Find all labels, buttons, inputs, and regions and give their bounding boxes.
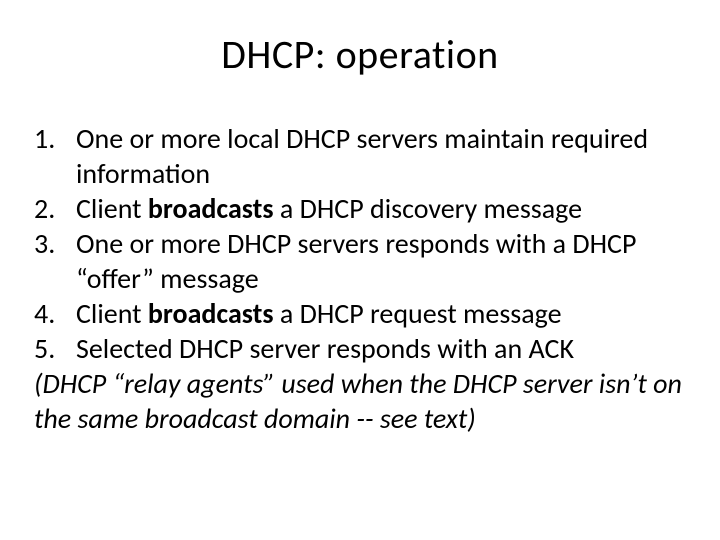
text-post: a DHCP request message: [274, 296, 562, 331]
list-number: 5.: [34, 331, 72, 366]
slide-title: DHCP: operation: [30, 30, 690, 79]
list-item: 1. One or more local DHCP servers mainta…: [34, 121, 690, 191]
list-item: 5. Selected DHCP server responds with an…: [34, 331, 690, 366]
footnote: (DHCP “relay agents” used when the DHCP …: [34, 366, 690, 436]
list-number: 2.: [34, 191, 72, 226]
text-pre: Client: [76, 191, 148, 226]
numbered-list: 1. One or more local DHCP servers mainta…: [34, 121, 690, 366]
list-text: Client broadcasts a DHCP discovery messa…: [72, 191, 690, 226]
list-number: 1.: [34, 121, 72, 191]
text-pre: One or more local DHCP servers maintain …: [76, 121, 648, 191]
list-text: Selected DHCP server responds with an AC…: [72, 331, 690, 366]
slide: DHCP: operation 1. One or more local DHC…: [0, 0, 720, 540]
list-item: 4. Client broadcasts a DHCP request mess…: [34, 296, 690, 331]
list-text: One or more DHCP servers responds with a…: [72, 226, 690, 296]
slide-body: 1. One or more local DHCP servers mainta…: [30, 121, 690, 436]
list-number: 4.: [34, 296, 72, 331]
text-bold: broadcasts: [148, 296, 274, 331]
list-item: 2. Client broadcasts a DHCP discovery me…: [34, 191, 690, 226]
list-text: Client broadcasts a DHCP request message: [72, 296, 690, 331]
text-post: a DHCP discovery message: [274, 191, 583, 226]
text-bold: broadcasts: [148, 191, 274, 226]
list-number: 3.: [34, 226, 72, 296]
text-pre: Client: [76, 296, 148, 331]
text-pre: Selected DHCP server responds with an AC…: [76, 331, 574, 366]
text-pre: One or more DHCP servers responds with a…: [76, 226, 636, 296]
list-text: One or more local DHCP servers maintain …: [72, 121, 690, 191]
list-item: 3. One or more DHCP servers responds wit…: [34, 226, 690, 296]
